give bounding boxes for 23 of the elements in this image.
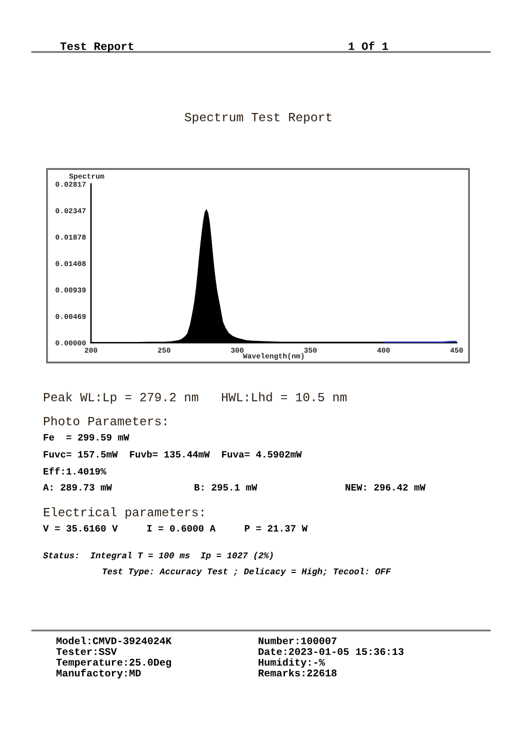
text: Manufactory:MD xyxy=(56,668,141,678)
text: Tester:SSV xyxy=(56,648,117,656)
text: Fe = 299.59 mW xyxy=(44,434,130,441)
text: Remarks:22618 xyxy=(258,668,337,676)
text: Fuvc= 157.5mW Fuvb= 135.44mW Fuva= 4.5902mW xyxy=(44,450,302,458)
text: 1 Of 1 xyxy=(348,42,388,50)
text: A: 289.73 mW xyxy=(43,484,112,491)
text: NEW: 296.42 mW xyxy=(346,484,426,491)
text: Eff:1.4019% xyxy=(44,467,106,475)
text: Status: Integral T = 100 ms Ip = 1027 (2%) xyxy=(43,552,273,560)
text: V = 35.6160 V I = 0.6000 A P = 21.37 W xyxy=(43,525,308,532)
text: Peak WL:Lp = 279.2 nm HWL:Lhd = 10.5 nm xyxy=(44,392,346,404)
text: Electrical parameters: xyxy=(44,507,204,519)
text: Temperature:25.0Deg xyxy=(56,658,172,668)
text: Model:CMVD-3924024K xyxy=(56,636,172,644)
text: B: 295.1 mW xyxy=(194,484,258,491)
text: Photo Parameters: xyxy=(44,416,166,426)
text: Test Type: Accuracy Test ; Delicacy = High; Tecool: OFF xyxy=(102,568,391,576)
text: Number:100007 xyxy=(258,636,336,644)
text: Date:2023-01-05 15:36:13 xyxy=(258,648,404,656)
chart-title: Spectrum Test Report xyxy=(184,112,332,124)
text: Test Report xyxy=(60,42,134,52)
text: Humidity:-% xyxy=(258,658,325,668)
